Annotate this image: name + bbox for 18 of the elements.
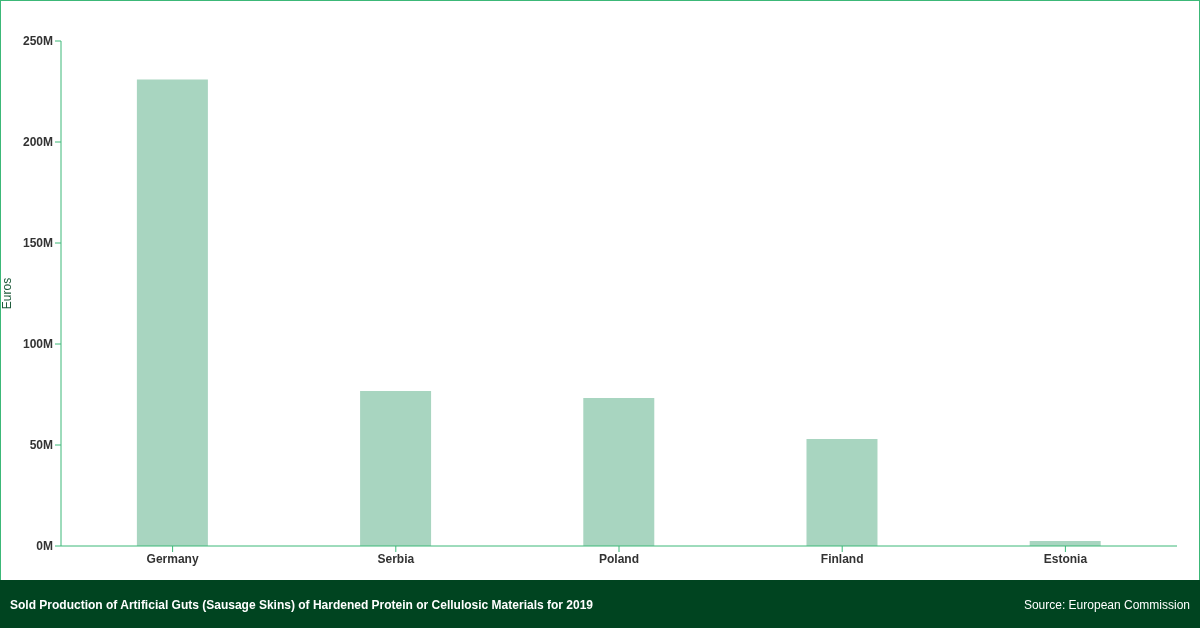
bar bbox=[136, 79, 208, 546]
bar bbox=[806, 438, 878, 546]
y-tick-label: 200M bbox=[22, 135, 53, 150]
y-tick-label: 100M bbox=[22, 337, 53, 352]
y-tick-label: 150M bbox=[22, 236, 53, 251]
y-tick-label: 0M bbox=[36, 539, 53, 554]
x-tick-label: Serbia bbox=[377, 551, 415, 566]
y-tick-label: 250M bbox=[22, 34, 53, 49]
x-tick-label: Germany bbox=[146, 551, 199, 566]
y-axis-title: Euros bbox=[0, 277, 15, 310]
x-tick-label: Poland bbox=[598, 551, 640, 566]
source-note: Source: European Commission bbox=[1023, 597, 1190, 612]
x-tick-label: Finland bbox=[820, 551, 864, 566]
y-tick-label: 50M bbox=[29, 438, 53, 453]
text: Sold Production of Artificial Guts (Sausage Skins) of Hardened Protein or Cellulosic Materials for 2019 bbox=[10, 597, 594, 612]
bar bbox=[583, 397, 655, 546]
x-tick-label: Estonia bbox=[1043, 551, 1088, 566]
bar bbox=[360, 391, 432, 546]
